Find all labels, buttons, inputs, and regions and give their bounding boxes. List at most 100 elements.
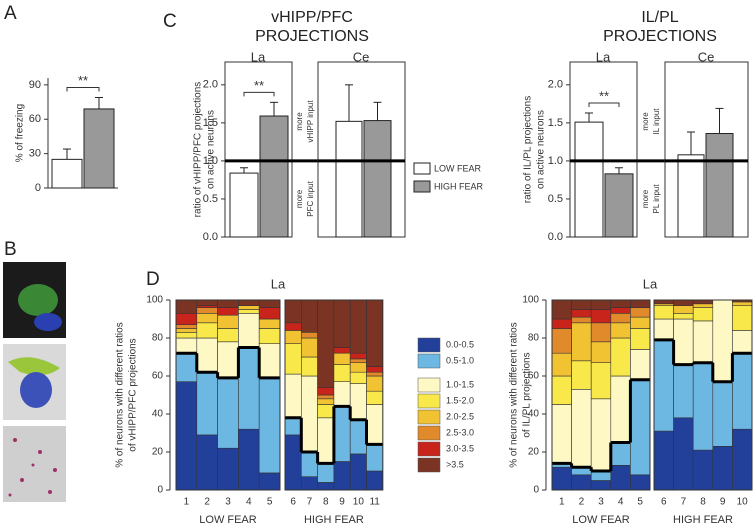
- bar-segment: [175, 331, 198, 339]
- legend-swatch: [417, 441, 441, 457]
- legend-swatch: [417, 377, 441, 393]
- y-tick-label: 2.0: [203, 79, 218, 91]
- bar-segment: [317, 482, 335, 491]
- bar-segment: [238, 309, 260, 314]
- y-tick-label: 30: [29, 148, 41, 160]
- group-frame: [551, 299, 651, 491]
- legend-swatch: [417, 353, 441, 369]
- y-tick-label: 60: [152, 371, 164, 382]
- bar-segment: [571, 474, 592, 491]
- x-tick-label: 9: [720, 497, 726, 508]
- bar-segment: [571, 299, 592, 310]
- group-label: LOW FEAR: [199, 514, 257, 526]
- image-render: [8, 357, 60, 376]
- bar: [677, 154, 705, 238]
- bar-segment: [630, 299, 651, 308]
- bar-segment: [217, 299, 239, 308]
- legend-label: >3.5: [446, 459, 464, 469]
- bar-segment: [366, 299, 384, 367]
- bar-segment: [317, 299, 335, 388]
- direction-note: PFC input: [306, 180, 315, 216]
- bar-segment: [571, 360, 592, 390]
- bar-segment: [712, 445, 733, 491]
- bar-segment: [196, 307, 218, 314]
- significance-label: **: [78, 73, 88, 88]
- bar-segment: [366, 404, 384, 445]
- legend-swatch: [413, 162, 431, 175]
- group-frame: [175, 299, 281, 491]
- bar-segment: [590, 480, 612, 491]
- bar-segment: [196, 299, 218, 306]
- bar-segment: [590, 362, 612, 400]
- significance-label: **: [254, 78, 264, 93]
- y-tick-label: 0.0: [548, 231, 563, 243]
- bar-segment: [300, 299, 318, 333]
- bar-segment: [349, 383, 367, 421]
- bar-segment: [300, 451, 318, 478]
- legend-label: 1.0-1.5: [446, 379, 474, 389]
- legend-swatch: [417, 457, 441, 473]
- chart-title: La: [596, 49, 611, 64]
- legend-swatch: [417, 409, 441, 425]
- bar-segment: [673, 318, 694, 365]
- y-axis-label: of vHIPP/PFC projections: [128, 338, 139, 451]
- bar-segment: [238, 305, 260, 310]
- bar-segment: [610, 322, 631, 339]
- bar-segment: [217, 314, 239, 329]
- y-tick-label: 0: [157, 485, 163, 496]
- x-tick-label: 4: [618, 497, 624, 508]
- y-tick-label: 90: [29, 79, 41, 91]
- y-tick-label: 1.0: [548, 155, 563, 167]
- bar: [604, 173, 634, 238]
- panel-letter: A: [4, 3, 17, 24]
- bar-segment: [551, 404, 572, 464]
- bar-segment: [196, 322, 218, 339]
- bar-segment: [712, 299, 733, 382]
- y-tick-label: 60: [528, 371, 540, 382]
- bar-segment: [630, 307, 651, 318]
- x-tick-label: 11: [369, 497, 380, 508]
- x-tick-label: 10: [737, 497, 749, 508]
- y-axis-label: % of neurons with different ratios: [509, 322, 520, 467]
- bar-segment: [551, 375, 572, 405]
- y-tick-label: 1.0: [203, 155, 218, 167]
- x-tick-label: 3: [598, 497, 604, 508]
- significance-bracket: [588, 102, 620, 107]
- bar-segment: [732, 305, 753, 331]
- bar-segment: [258, 299, 281, 308]
- bar-segment: [238, 428, 260, 491]
- x-tick-label: 6: [661, 497, 667, 508]
- y-tick-label: 1.5: [203, 117, 218, 129]
- bar-segment: [300, 331, 318, 339]
- y-tick-label: 20: [528, 447, 540, 458]
- bar-segment: [673, 305, 694, 314]
- bar-segment: [349, 299, 367, 354]
- x-tick-label: 2: [579, 497, 585, 508]
- x-tick-label: 10: [353, 497, 365, 508]
- x-tick-label: 1: [184, 497, 190, 508]
- bar-segment: [653, 339, 674, 432]
- legend-label: 1.5-2.0: [446, 395, 474, 405]
- bar-segment: [590, 309, 612, 324]
- bar-segment: [610, 337, 631, 377]
- bar-segment: [217, 341, 239, 379]
- bar-segment: [610, 312, 631, 324]
- bar-segment: [175, 312, 198, 325]
- y-tick-label: 0.5: [203, 193, 218, 205]
- bar-segment: [175, 324, 198, 329]
- y-tick-label: 0: [35, 182, 41, 194]
- bar: [363, 120, 392, 238]
- image-puncta: [8, 438, 57, 497]
- legend-label: 2.5-3.0: [446, 427, 474, 437]
- group-title: vHIPP/PFC: [271, 9, 353, 26]
- bar-segment: [349, 453, 367, 491]
- bar-segment: [551, 352, 572, 377]
- bar-segment: [610, 464, 631, 491]
- bar-segment: [317, 417, 335, 464]
- group-label: HIGH FEAR: [304, 514, 364, 526]
- bar: [574, 121, 604, 238]
- bar-segment: [317, 387, 335, 396]
- y-tick-label: 0: [533, 485, 539, 496]
- bar-segment: [732, 330, 753, 354]
- chart-title: Ce: [698, 49, 715, 64]
